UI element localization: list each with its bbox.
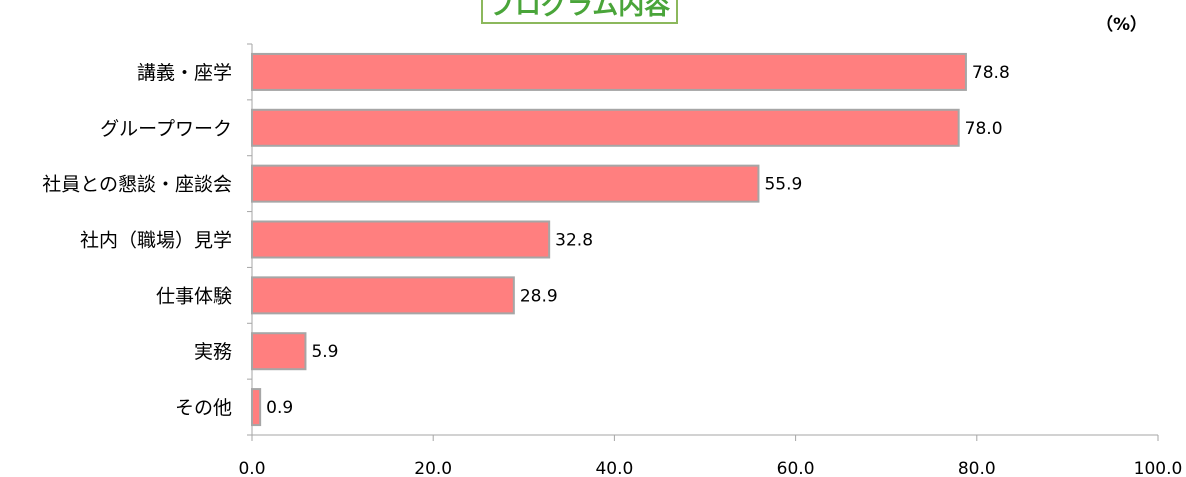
- data-label: 32.8: [555, 231, 593, 251]
- x-tick-label: 60.0: [777, 459, 815, 477]
- category-label: グループワーク: [100, 118, 232, 140]
- data-label: 28.9: [520, 286, 558, 306]
- x-tick-label: 0.0: [238, 459, 265, 477]
- data-label: 0.9: [266, 398, 293, 418]
- bar: [251, 164, 760, 203]
- data-label: 5.9: [311, 342, 338, 362]
- data-label: 78.0: [965, 119, 1003, 139]
- x-tick-label: 20.0: [414, 459, 452, 477]
- category-label: 仕事体験: [156, 285, 232, 307]
- chart-title: プログラム内容: [481, 0, 679, 24]
- bar: [251, 332, 307, 371]
- category-label: 講義・座学: [137, 62, 232, 84]
- data-label: 78.8: [972, 63, 1010, 83]
- category-label: その他: [175, 397, 232, 419]
- bar: [251, 276, 515, 315]
- bar: [251, 52, 967, 91]
- bar: [251, 108, 960, 147]
- category-label: 実務: [194, 341, 232, 363]
- category-label: 社員との懇談・座談会: [42, 174, 232, 196]
- data-label: 55.9: [764, 175, 802, 195]
- bar: [251, 220, 551, 259]
- unit-label: （%）: [1096, 15, 1148, 35]
- bar: [251, 388, 262, 427]
- x-tick-label: 100.0: [1134, 459, 1183, 477]
- category-label: 社内（職場）見学: [80, 230, 232, 252]
- x-tick-label: 80.0: [958, 459, 996, 477]
- x-tick-label: 40.0: [595, 459, 633, 477]
